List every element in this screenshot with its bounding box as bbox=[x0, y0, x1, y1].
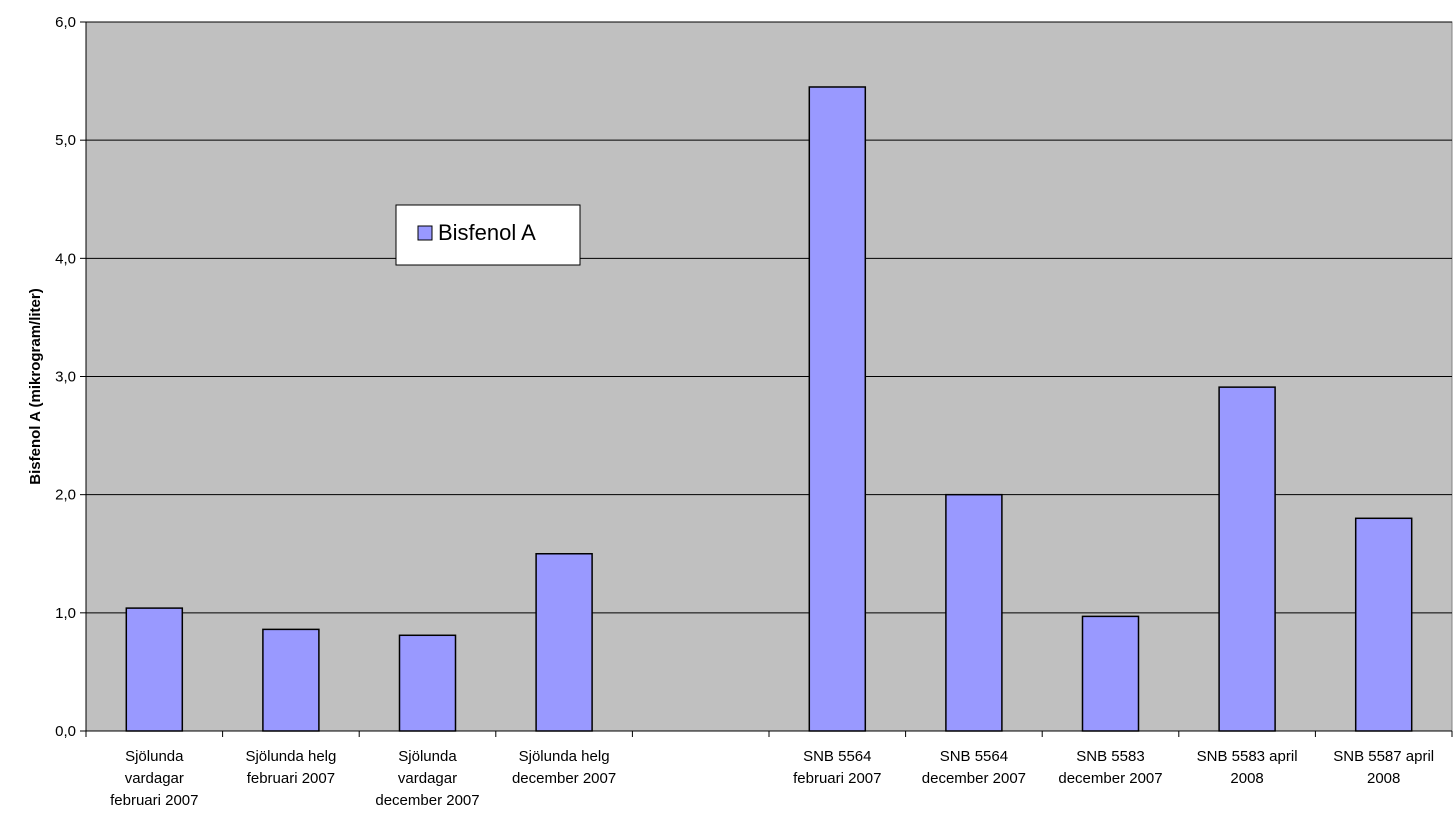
legend-swatch bbox=[417, 225, 433, 241]
bar bbox=[1081, 615, 1140, 732]
x-tick-label: Sjölunda vardagar december 2007 bbox=[375, 748, 479, 809]
bar bbox=[262, 628, 320, 732]
y-tick-label: 2,0 bbox=[55, 487, 76, 504]
bar bbox=[1218, 386, 1276, 732]
x-tick-label: SNB 5587 april 2008 bbox=[1333, 748, 1434, 787]
y-axis-title: Bisfenol A (mikrogram/liter) bbox=[27, 288, 44, 484]
x-tick-label: SNB 5564 december 2007 bbox=[922, 748, 1026, 787]
bar bbox=[808, 86, 867, 732]
y-tick-label: 1,0 bbox=[55, 605, 76, 622]
y-tick-label: 4,0 bbox=[55, 250, 76, 267]
legend-label: Bisfenol A bbox=[438, 220, 536, 245]
x-tick-label: SNB 5583 december 2007 bbox=[1058, 748, 1162, 787]
y-tick-label: 6,0 bbox=[55, 14, 76, 31]
bar bbox=[535, 553, 593, 732]
x-tick-label: Sjölunda helg februari 2007 bbox=[245, 748, 336, 787]
y-tick-label: 0,0 bbox=[55, 723, 76, 740]
x-tick-label: SNB 5583 april 2008 bbox=[1197, 748, 1298, 787]
y-tick-label: 5,0 bbox=[55, 132, 76, 149]
bar bbox=[1354, 517, 1413, 732]
x-tick-label: Sjölunda vardagar februari 2007 bbox=[110, 748, 198, 809]
bar bbox=[125, 607, 184, 732]
bar bbox=[945, 493, 1003, 732]
x-tick-label: SNB 5564 februari 2007 bbox=[793, 748, 881, 787]
bar bbox=[398, 634, 457, 732]
x-tick-label: Sjölunda helg december 2007 bbox=[512, 748, 616, 787]
y-tick-label: 3,0 bbox=[55, 369, 76, 386]
